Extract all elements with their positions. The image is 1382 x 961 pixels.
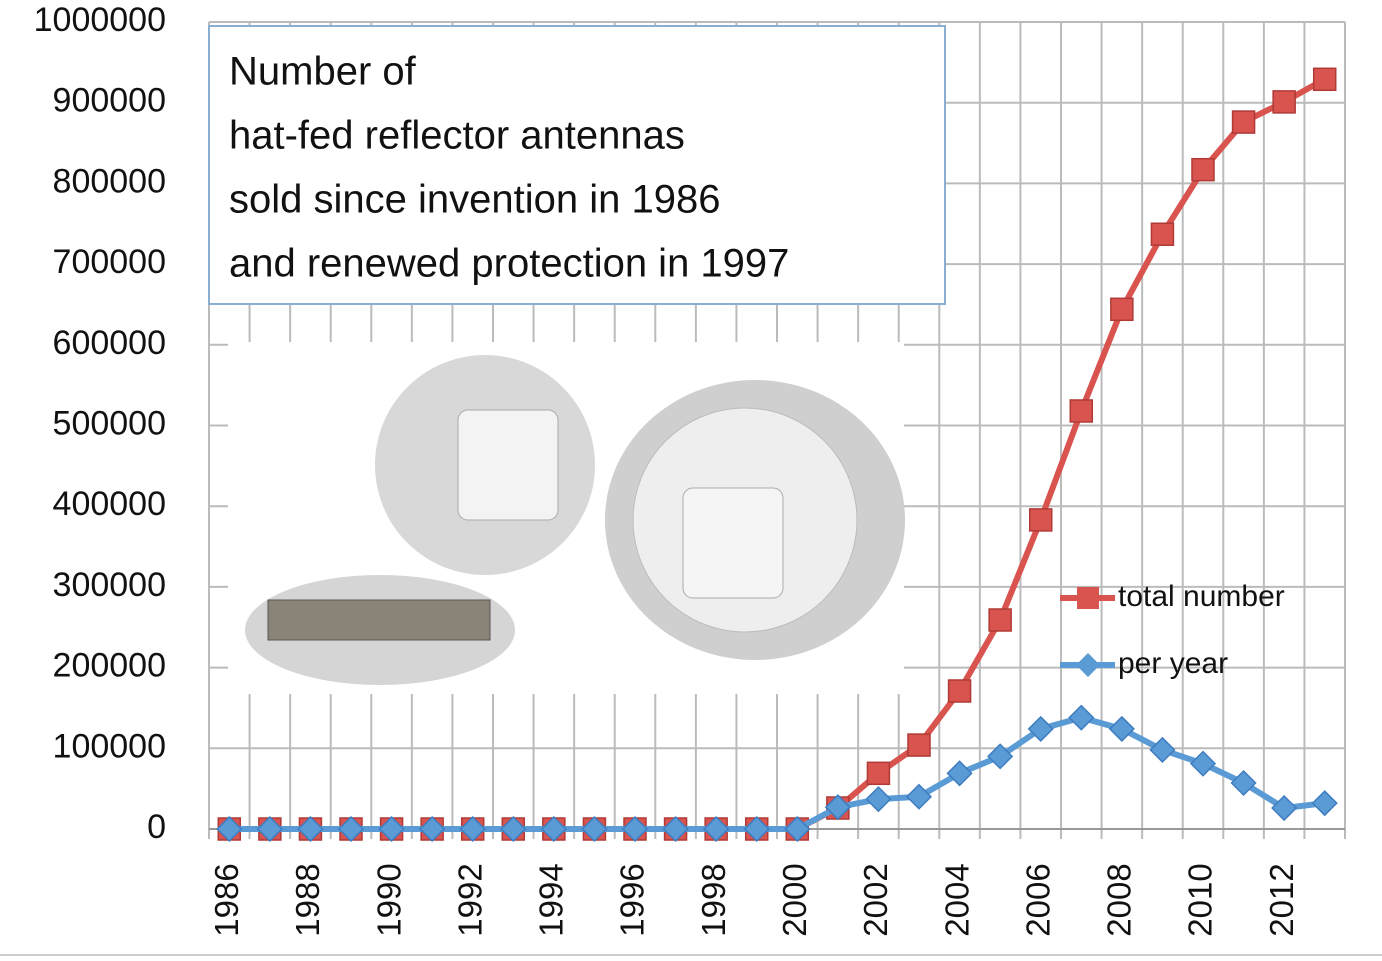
y-tick-label: 100000 (53, 727, 166, 765)
marker (216, 815, 243, 843)
marker (1110, 297, 1134, 322)
marker (866, 761, 891, 786)
y-tick-label: 300000 (53, 566, 166, 604)
marker (1027, 715, 1054, 742)
annotation-box (208, 25, 946, 305)
marker (988, 608, 1012, 632)
marker (1108, 715, 1135, 742)
marker (824, 794, 851, 821)
x-tick-label: 2002 (857, 863, 894, 936)
marker (1191, 157, 1215, 182)
photo-device (267, 599, 491, 641)
marker (1230, 769, 1257, 797)
annotation-line: and renewed protection in 1997 (229, 242, 789, 286)
marker (1271, 794, 1298, 822)
marker (662, 815, 689, 843)
marker (1231, 110, 1256, 134)
x-tick-label: 1996 (614, 863, 651, 936)
marker (297, 815, 324, 843)
marker (1189, 750, 1217, 777)
y-tick-label: 900000 (53, 82, 166, 120)
marker (621, 815, 649, 843)
marker (540, 815, 567, 843)
x-tick-label: 1990 (370, 863, 407, 936)
legend-marker (1077, 587, 1099, 609)
y-tick-label: 600000 (53, 324, 166, 362)
marker (1272, 90, 1296, 114)
series-line (229, 714, 1326, 832)
x-tick-label: 1992 (451, 863, 488, 936)
x-tick-label: 2010 (1182, 863, 1219, 936)
photo-antenna (457, 409, 559, 521)
marker (378, 815, 405, 843)
y-tick-label: 700000 (53, 243, 166, 281)
x-tick-label: 2008 (1101, 863, 1138, 936)
marker (1311, 790, 1338, 817)
y-tick-label: 0 (147, 808, 166, 846)
marker (256, 815, 283, 843)
marker (784, 815, 811, 843)
marker (581, 815, 608, 843)
x-tick-label: 1994 (533, 863, 570, 936)
marker (946, 760, 973, 787)
marker (1149, 736, 1176, 763)
x-tick-label: 2004 (938, 863, 975, 936)
y-tick-label: 400000 (53, 485, 166, 523)
marker (743, 815, 770, 843)
annotation-line: sold since invention in 1986 (229, 178, 720, 222)
marker (1068, 704, 1095, 731)
legend-marker (1076, 653, 1100, 677)
marker (500, 815, 527, 843)
legend-label: total number (1118, 580, 1285, 613)
marker (337, 815, 365, 843)
marker (419, 815, 446, 843)
photo-antenna (682, 487, 784, 599)
y-tick-label: 1000000 (34, 1, 166, 39)
legend-label: per year (1118, 647, 1228, 680)
marker (1028, 508, 1053, 532)
annotation-line: hat-fed reflector antennas (229, 114, 685, 158)
marker (703, 815, 730, 843)
marker (905, 783, 933, 810)
y-tick-label: 500000 (53, 404, 166, 442)
marker (1312, 67, 1337, 92)
x-tick-label: 2000 (776, 863, 813, 936)
x-tick-label: 2012 (1263, 863, 1300, 936)
marker (987, 743, 1014, 770)
annotation-line: Number of (229, 50, 417, 94)
marker (865, 786, 892, 813)
marker (459, 815, 486, 843)
x-tick-label: 1986 (208, 863, 245, 936)
marker (947, 679, 972, 703)
x-tick-label: 1988 (289, 863, 326, 936)
x-tick-label: 2006 (1019, 863, 1056, 936)
y-tick-label: 800000 (53, 162, 166, 200)
x-tick-label: 1998 (695, 863, 732, 936)
marker (1069, 399, 1094, 423)
marker (1150, 222, 1175, 246)
marker (907, 733, 931, 757)
y-tick-label: 200000 (53, 647, 166, 685)
